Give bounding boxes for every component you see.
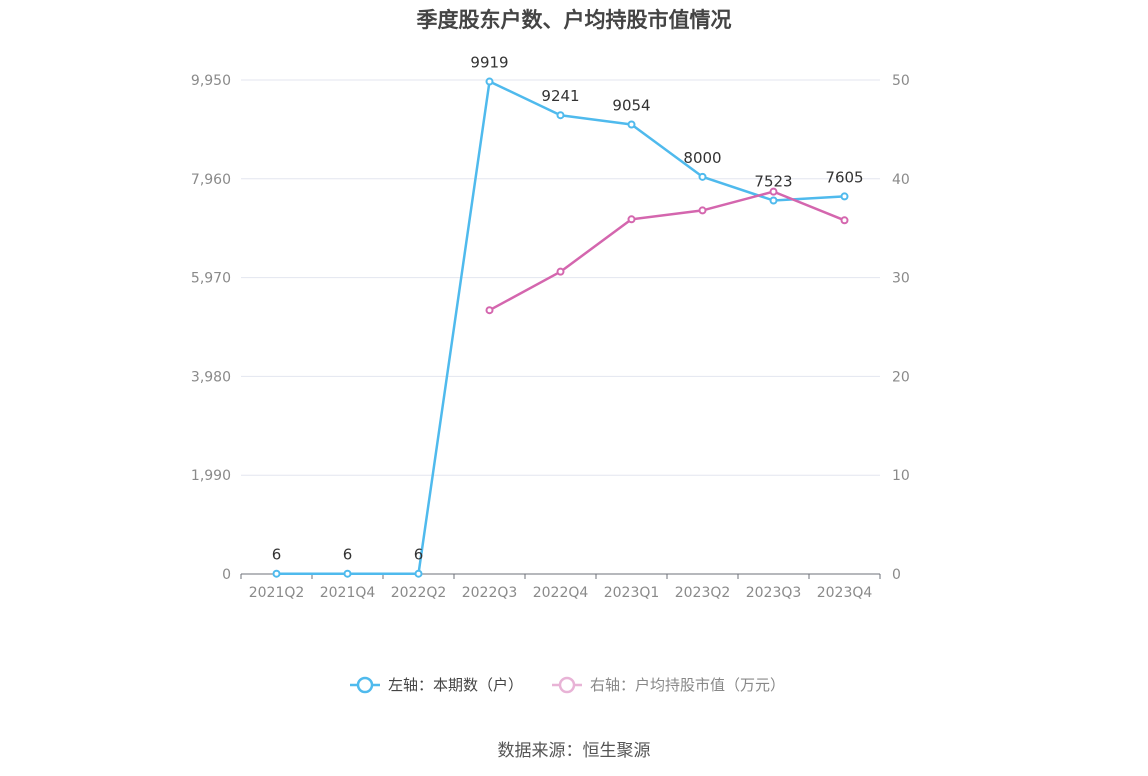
data-point	[343, 569, 352, 578]
data-point	[627, 120, 636, 129]
y-right-tick-label: 0	[892, 567, 901, 583]
x-tick-label: 2023Q1	[604, 585, 660, 601]
data-point	[414, 569, 423, 578]
y-right-tick-label: 10	[892, 468, 910, 484]
x-tick-label: 2023Q2	[675, 585, 731, 601]
series-line-market-value	[488, 190, 845, 312]
data-point	[485, 306, 494, 315]
series	[272, 77, 849, 578]
data-label: 6	[343, 546, 353, 564]
data-label: 9919	[470, 54, 508, 72]
y-left-tick-label: 5,970	[191, 271, 231, 287]
x-tick-label: 2023Q4	[817, 585, 873, 601]
y-right-tick-label: 20	[892, 369, 910, 385]
x-tick-label: 2021Q4	[320, 585, 376, 601]
data-point	[272, 569, 281, 578]
y-left-tick-label: 9,950	[191, 73, 231, 89]
source-note: 数据来源：恒生聚源	[497, 741, 651, 761]
data-label: 6	[414, 546, 424, 564]
data-label: 9054	[612, 96, 650, 114]
data-point	[769, 187, 778, 196]
series-line-holder-count	[276, 80, 845, 575]
data-label: 6	[272, 546, 282, 564]
legend: 左轴：本期数（户） 右轴：户均持股市值（万元）	[350, 676, 785, 694]
legend-marker	[558, 676, 576, 694]
legend-label: 右轴：户均持股市值（万元）	[590, 676, 785, 694]
data-labels: 6 6 6 9919 9241 9054 8000 7523 7605	[272, 54, 864, 564]
grid-lines	[241, 79, 880, 476]
y-left-tick-label: 1,990	[191, 468, 231, 484]
y-right-tick-label: 30	[892, 271, 910, 287]
data-point	[627, 215, 636, 224]
y-right-tick-label: 50	[892, 73, 910, 89]
axes: 0 1,990 3,980 5,970 7,960 9,950 0 10 20 30 40 50 202…	[191, 73, 910, 601]
data-label: 9241	[541, 87, 579, 105]
y-left-tick-label: 7,960	[191, 172, 231, 188]
x-tick-label: 2022Q2	[391, 585, 447, 601]
data-label: 8000	[683, 149, 721, 167]
legend-marker	[356, 676, 374, 694]
data-point	[556, 111, 565, 120]
data-point	[556, 267, 565, 276]
data-point	[698, 206, 707, 215]
data-point	[769, 196, 778, 205]
x-tick-label: 2022Q3	[462, 585, 518, 601]
x-tick-label: 2022Q4	[533, 585, 589, 601]
data-point	[485, 77, 494, 86]
chart-title: 季度股东户数、户均持股市值情况	[416, 8, 732, 32]
data-point	[840, 192, 849, 201]
x-tick-label: 2023Q3	[746, 585, 802, 601]
y-left-tick-label: 0	[222, 567, 231, 583]
data-point	[698, 172, 707, 181]
data-label: 7523	[754, 172, 792, 190]
y-left-tick-label: 3,980	[191, 369, 231, 385]
legend-label: 左轴：本期数（户）	[388, 676, 523, 694]
y-right-tick-label: 40	[892, 172, 910, 188]
x-tick-label: 2021Q2	[249, 585, 305, 601]
data-label: 7605	[825, 168, 863, 186]
data-point	[840, 216, 849, 225]
